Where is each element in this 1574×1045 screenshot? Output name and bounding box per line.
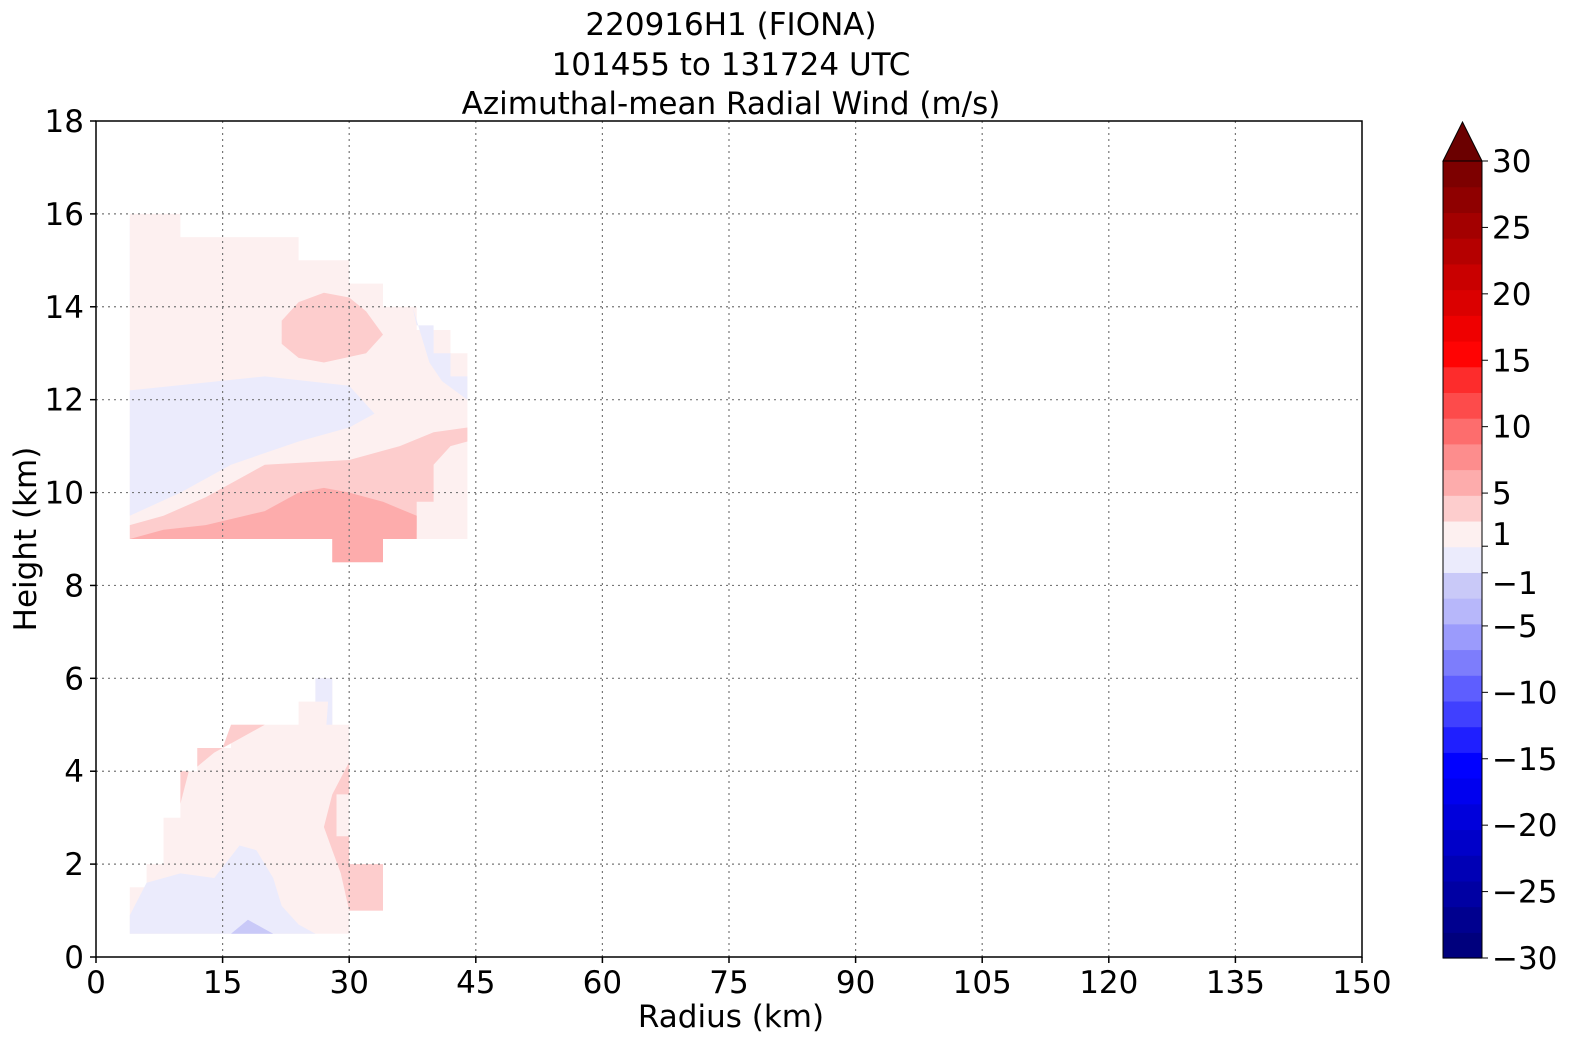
y-tick-label: 8 [64,568,84,604]
colorbar-band [1443,649,1482,676]
colorbar-extend-arrow [1442,120,1483,162]
x-tick-label: 15 [203,965,242,1001]
x-tick-label: 0 [86,965,106,1001]
contour-region-outflow-1-3 [281,292,383,363]
colorbar-bands [1443,161,1482,959]
y-tick-label: 0 [64,940,84,976]
colorbar-band [1443,340,1482,368]
colorbar-ticks: 30 25 20 15 10 5 1 −1 −5 −10 −15 −20 −25 −30 [1482,144,1557,977]
colorbar-band [1443,392,1482,419]
y-tick-label: 18 [45,104,84,140]
colorbar-band [1443,623,1482,651]
colorbar-band [1443,212,1482,239]
contour-region-weak-outflow [129,678,383,934]
colorbar-band [1443,855,1482,882]
x-axis-ticks: 0 15 30 45 60 75 90 105 120 135 150 [86,957,1392,1001]
colorbar-tick-label: 20 [1492,277,1531,313]
colorbar-band [1443,238,1482,265]
colorbar-tick-label: −15 [1492,742,1557,778]
gridlines [96,121,1362,957]
colorbar-band [1443,289,1482,316]
colorbar-band [1443,906,1482,933]
x-tick-label: 135 [1206,965,1265,1001]
colorbar-tick-label: 5 [1492,476,1512,512]
y-tick-label: 14 [45,290,84,326]
contour-region-outflow-1-3 [197,724,265,767]
colorbar-band [1443,829,1482,856]
colorbar-band [1443,932,1482,959]
contour-region-weak-inflow [315,678,333,725]
colorbar-band [1443,803,1482,831]
colorbar-band [1443,520,1482,548]
colorbar-tick-label: 25 [1492,210,1531,246]
y-tick-label: 16 [45,197,84,233]
x-tick-label: 105 [953,965,1012,1001]
y-axis-ticks: 0 2 4 6 8 10 12 14 16 18 [45,104,96,976]
colorbar-tick-label: 1 [1492,517,1512,553]
title-line-2: 101455 to 131724 UTC [552,47,911,83]
colorbar-band [1443,572,1482,599]
x-tick-label: 45 [456,965,495,1001]
y-tick-label: 4 [64,754,84,790]
colorbar-band [1443,315,1482,342]
colorbar-tick-label: −30 [1492,941,1557,977]
colorbar-band [1443,161,1482,188]
y-tick-label: 12 [45,383,84,419]
colorbar-tick-label: −10 [1492,675,1557,711]
colorbar-tick-label: 30 [1492,144,1531,180]
x-tick-label: 75 [709,965,748,1001]
colorbar-tick-label: −20 [1492,808,1557,844]
colorbar-band [1443,186,1482,214]
contour-region-outflow-1-3 [180,771,189,804]
chart-title: 220916H1 (FIONA) 101455 to 131724 UTC Az… [462,7,1001,122]
colorbar-band [1443,443,1482,471]
colorbar-band [1443,675,1482,702]
contour-region-weak-inflow [412,306,468,400]
wind-contour-regions [129,213,468,934]
colorbar-frame [1442,160,1483,959]
colorbar-band [1443,469,1482,496]
colorbar-band [1443,546,1482,573]
contour-region-inflow-1-3 [231,919,274,934]
colorbar-band [1443,752,1482,779]
x-tick-label: 150 [1332,965,1391,1001]
colorbar-band [1443,366,1482,393]
y-tick-label: 10 [45,476,84,512]
colorbar-tick-label: 10 [1492,410,1531,446]
contour-region-weak-inflow [129,376,375,516]
x-tick-label: 60 [583,965,622,1001]
plot-area: 0 15 30 45 60 75 90 105 120 135 150 0 2 4 6 8 10 12 14 16 1… [45,104,1392,1001]
x-tick-label: 30 [329,965,368,1001]
colorbar-band [1443,880,1482,908]
x-tick-label: 90 [836,965,875,1001]
colorbar-tick-label: 15 [1492,343,1531,379]
title-line-1: 220916H1 (FIONA) [585,7,876,43]
colorbar: 30 25 20 15 10 5 1 −1 −5 −10 −15 −20 −25 −30 [1442,120,1557,977]
colorbar-tick-label: −1 [1492,566,1538,602]
contour-region-outflow-1-3 [323,761,383,911]
colorbar-band [1443,700,1482,728]
colorbar-band [1443,778,1482,805]
x-axis-label: Radius (km) [638,999,824,1035]
colorbar-band [1443,598,1482,625]
colorbar-tick-label: −25 [1492,875,1557,911]
contour-region-outflow-3-5 [129,487,417,563]
colorbar-band [1443,418,1482,445]
y-axis-label: Height (km) [8,447,44,632]
colorbar-band [1443,495,1482,522]
colorbar-band [1443,263,1482,291]
x-tick-label: 120 [1079,965,1138,1001]
colorbar-tick-label: −5 [1492,609,1538,645]
y-tick-label: 6 [64,661,84,697]
title-line-3: Azimuthal-mean Radial Wind (m/s) [462,86,1001,122]
y-tick-label: 2 [64,847,84,883]
colorbar-band [1443,726,1482,753]
